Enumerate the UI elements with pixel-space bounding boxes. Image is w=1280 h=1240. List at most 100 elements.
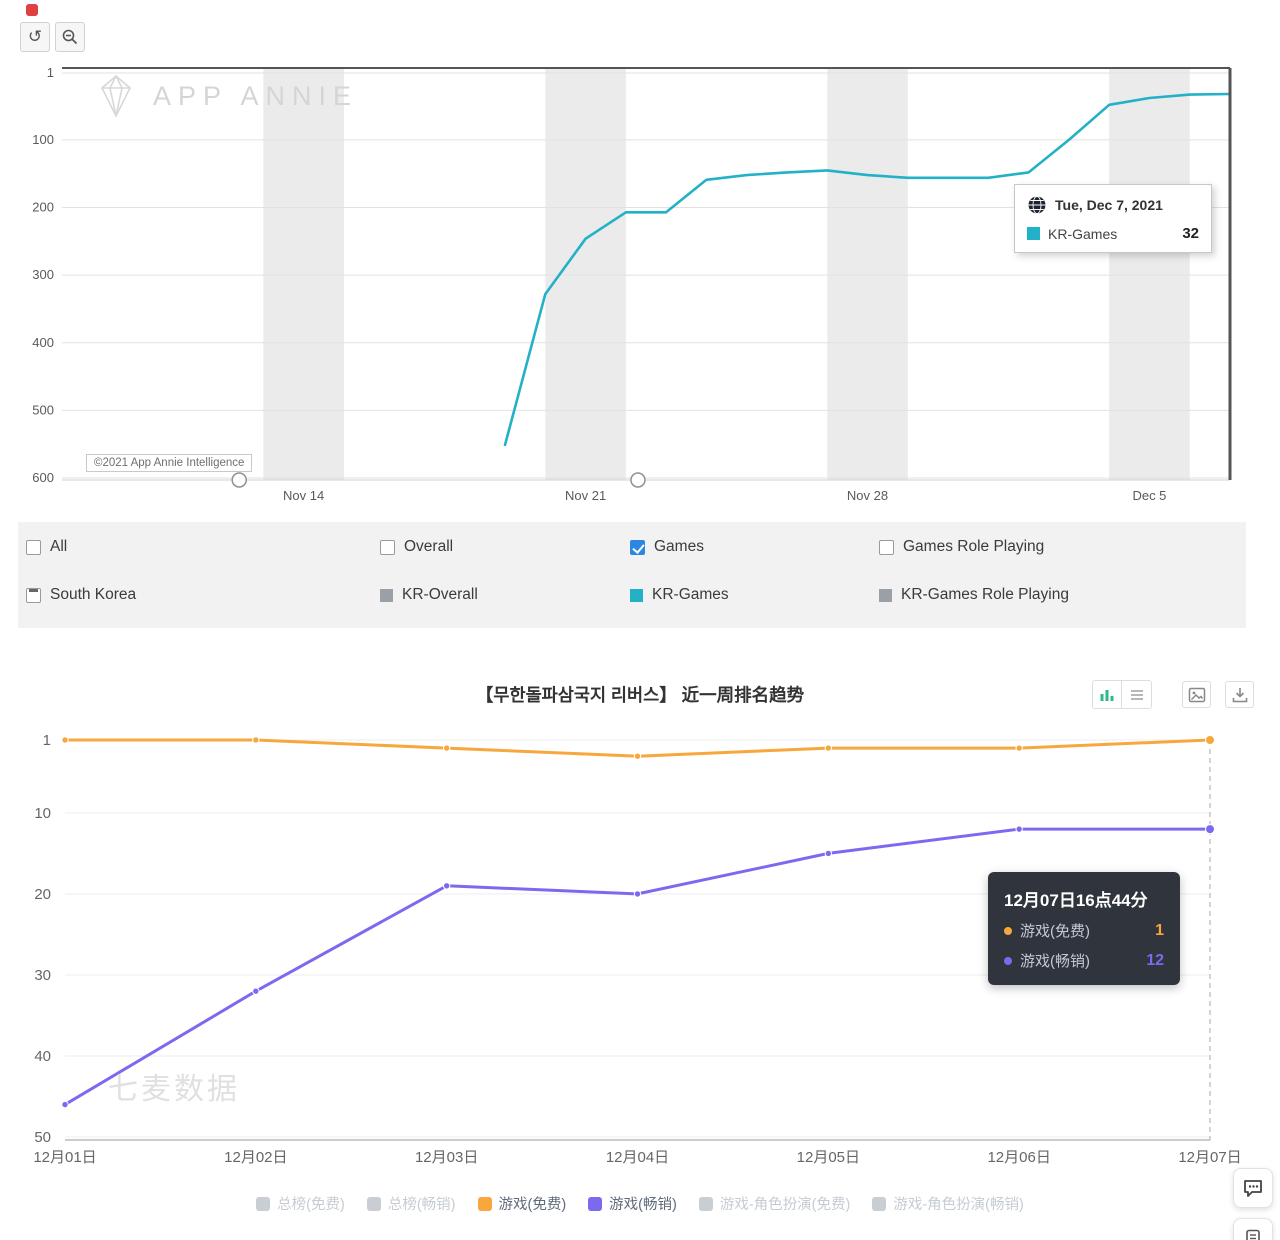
legend-item-total-free[interactable]: 总榜(免费) xyxy=(256,1193,345,1214)
region-checkbox-south-korea[interactable]: South Korea xyxy=(26,586,136,604)
filter-panel: All Overall Games Games Role Playing Sou… xyxy=(18,522,1246,628)
document-icon xyxy=(1246,1229,1260,1240)
annie-tooltip-series: KR-Games xyxy=(1048,225,1118,242)
qimai-tooltip: 12月07日16点44分 游戏(免费) 1 游戏(畅销) 12 xyxy=(988,872,1180,985)
legend-swatch xyxy=(630,588,643,602)
svg-text:1: 1 xyxy=(43,732,51,749)
qimai-chart-title: 【무한돌파삼국지 리버스】 近一周排名趋势 xyxy=(475,685,805,705)
table-view-button[interactable] xyxy=(1122,681,1151,708)
annie-rank-chart[interactable]: 1 100 200 300 400 500 600 Nov 14 Nov 21 Nov 28 Dec… xyxy=(0,0,1280,512)
svg-text:40: 40 xyxy=(34,1048,51,1065)
filter-checkbox-games-role-playing[interactable]: Games Role Playing xyxy=(879,538,1044,556)
legend-swatch xyxy=(872,1196,887,1211)
legend-item-kr-games-role-playing[interactable]: KR-Games Role Playing xyxy=(879,586,1069,604)
checkbox-icon[interactable] xyxy=(26,539,41,555)
svg-text:600: 600 xyxy=(32,470,54,485)
annie-tooltip-value: 32 xyxy=(1182,225,1199,242)
checkbox-indeterminate-icon[interactable] xyxy=(26,587,41,603)
chart-view-button[interactable] xyxy=(1093,681,1122,708)
legend-label: KR-Games Role Playing xyxy=(901,586,1069,603)
qimai-tooltip-time: 12月07日16点44分 xyxy=(1004,891,1148,910)
qimai-tooltip-value: 12 xyxy=(1146,951,1164,969)
view-toggle-group xyxy=(1092,680,1152,709)
svg-text:Nov 28: Nov 28 xyxy=(847,488,888,503)
region-label: South Korea xyxy=(50,586,137,603)
qimai-rank-chart[interactable]: 1 10 20 30 40 50 12月01日 12月02日 12月03日 12月04日 12月05… xyxy=(0,660,1280,1180)
svg-text:400: 400 xyxy=(32,335,54,350)
svg-text:12月06日: 12月06日 xyxy=(987,1149,1050,1166)
filter-checkbox-all[interactable]: All xyxy=(26,538,67,556)
legend-label: 游戏(免费) xyxy=(498,1197,567,1213)
legend-item-total-grossing[interactable]: 总榜(畅销) xyxy=(366,1193,456,1214)
copyright-note: ©2021 App Annie Intelligence xyxy=(86,454,253,472)
svg-text:500: 500 xyxy=(32,402,54,417)
svg-text:1: 1 xyxy=(47,65,54,80)
app-annie-panel: ↺ 1 100 200 300 400 500 600 Nov 14 Nov 21 Nov 28 D… xyxy=(0,0,1280,660)
qimai-tooltip-row: 游戏(免费) 1 xyxy=(1004,920,1164,941)
svg-text:Nov 14: Nov 14 xyxy=(283,488,324,503)
legend-item-kr-overall[interactable]: KR-Overall xyxy=(380,586,478,604)
svg-text:12月03日: 12月03日 xyxy=(415,1149,478,1166)
secondary-floating-button[interactable] xyxy=(1233,1218,1273,1240)
series-dot xyxy=(1004,926,1012,935)
chat-bubble-icon xyxy=(1244,1180,1262,1197)
svg-text:30: 30 xyxy=(34,967,51,984)
qimai-panel: 【무한돌파삼국지 리버스】 近一周排名趋势 xyxy=(0,660,1280,1240)
legend-item-games-grossing[interactable]: 游戏(畅销) xyxy=(588,1193,677,1214)
svg-text:Nov 21: Nov 21 xyxy=(565,488,606,503)
legend-label: 游戏(畅销) xyxy=(609,1197,677,1213)
series-dot xyxy=(1004,956,1012,965)
annie-tooltip: Tue, Dec 7, 2021 KR-Games 32 xyxy=(1014,184,1212,253)
annie-tooltip-date: Tue, Dec 7, 2021 xyxy=(1055,197,1163,213)
svg-text:200: 200 xyxy=(32,200,54,215)
zoom-out-icon xyxy=(62,29,78,45)
legend-label: 游戏-角色扮演(免费) xyxy=(719,1197,851,1213)
image-icon xyxy=(1188,687,1205,702)
legend-item-kr-games[interactable]: KR-Games xyxy=(630,586,729,604)
checkbox-checked-icon[interactable] xyxy=(630,539,645,555)
svg-text:12月02日: 12月02日 xyxy=(224,1149,287,1166)
bar-chart-icon xyxy=(1100,689,1114,701)
svg-text:100: 100 xyxy=(32,132,54,147)
zoom-out-button[interactable] xyxy=(55,22,85,52)
legend-label: 总榜(免费) xyxy=(277,1197,345,1213)
filter-label: Overall xyxy=(404,538,454,555)
filter-checkbox-overall[interactable]: Overall xyxy=(380,538,453,556)
legend-swatch xyxy=(477,1196,492,1211)
checkbox-icon[interactable] xyxy=(879,539,894,555)
legend-item-games-rpg-free[interactable]: 游戏-角色扮演(免费) xyxy=(698,1193,851,1214)
svg-text:12月05日: 12月05日 xyxy=(797,1149,860,1166)
legend-label: KR-Overall xyxy=(402,586,478,603)
legend-label: 总榜(畅销) xyxy=(387,1197,456,1213)
series-swatch xyxy=(1027,227,1040,240)
filter-label: All xyxy=(50,538,68,555)
svg-text:20: 20 xyxy=(34,886,51,903)
legend-item-games-rpg-grossing[interactable]: 游戏-角色扮演(畅销) xyxy=(872,1193,1024,1214)
legend-swatch xyxy=(879,588,892,602)
filter-checkbox-games[interactable]: Games xyxy=(630,538,704,556)
legend-item-games-free[interactable]: 游戏(免费) xyxy=(477,1193,567,1214)
filter-label: Games xyxy=(654,538,704,555)
download-button[interactable] xyxy=(1225,681,1254,708)
qimai-chart-actions xyxy=(1092,680,1254,709)
qimai-tooltip-label: 游戏(免费) xyxy=(1020,923,1090,940)
globe-icon xyxy=(1028,196,1046,214)
legend-label: 游戏-角色扮演(畅销) xyxy=(893,1197,1024,1213)
qimai-tooltip-label: 游戏(畅销) xyxy=(1020,953,1090,970)
svg-text:12月07日: 12月07日 xyxy=(1178,1149,1241,1166)
feedback-chat-button[interactable] xyxy=(1233,1168,1273,1208)
undo-button[interactable]: ↺ xyxy=(20,22,50,52)
svg-text:300: 300 xyxy=(32,267,54,282)
svg-text:50: 50 xyxy=(34,1129,51,1146)
legend-swatch xyxy=(256,1196,271,1211)
undo-icon: ↺ xyxy=(27,27,43,46)
checkbox-icon[interactable] xyxy=(380,539,395,555)
export-image-button[interactable] xyxy=(1182,681,1211,708)
qimai-tooltip-row: 游戏(畅销) 12 xyxy=(1004,950,1164,971)
svg-text:10: 10 xyxy=(34,805,51,822)
filter-label: Games Role Playing xyxy=(903,538,1045,555)
record-indicator-icon xyxy=(26,4,38,16)
svg-text:12月01日: 12月01日 xyxy=(33,1149,96,1166)
legend-swatch xyxy=(380,588,393,602)
